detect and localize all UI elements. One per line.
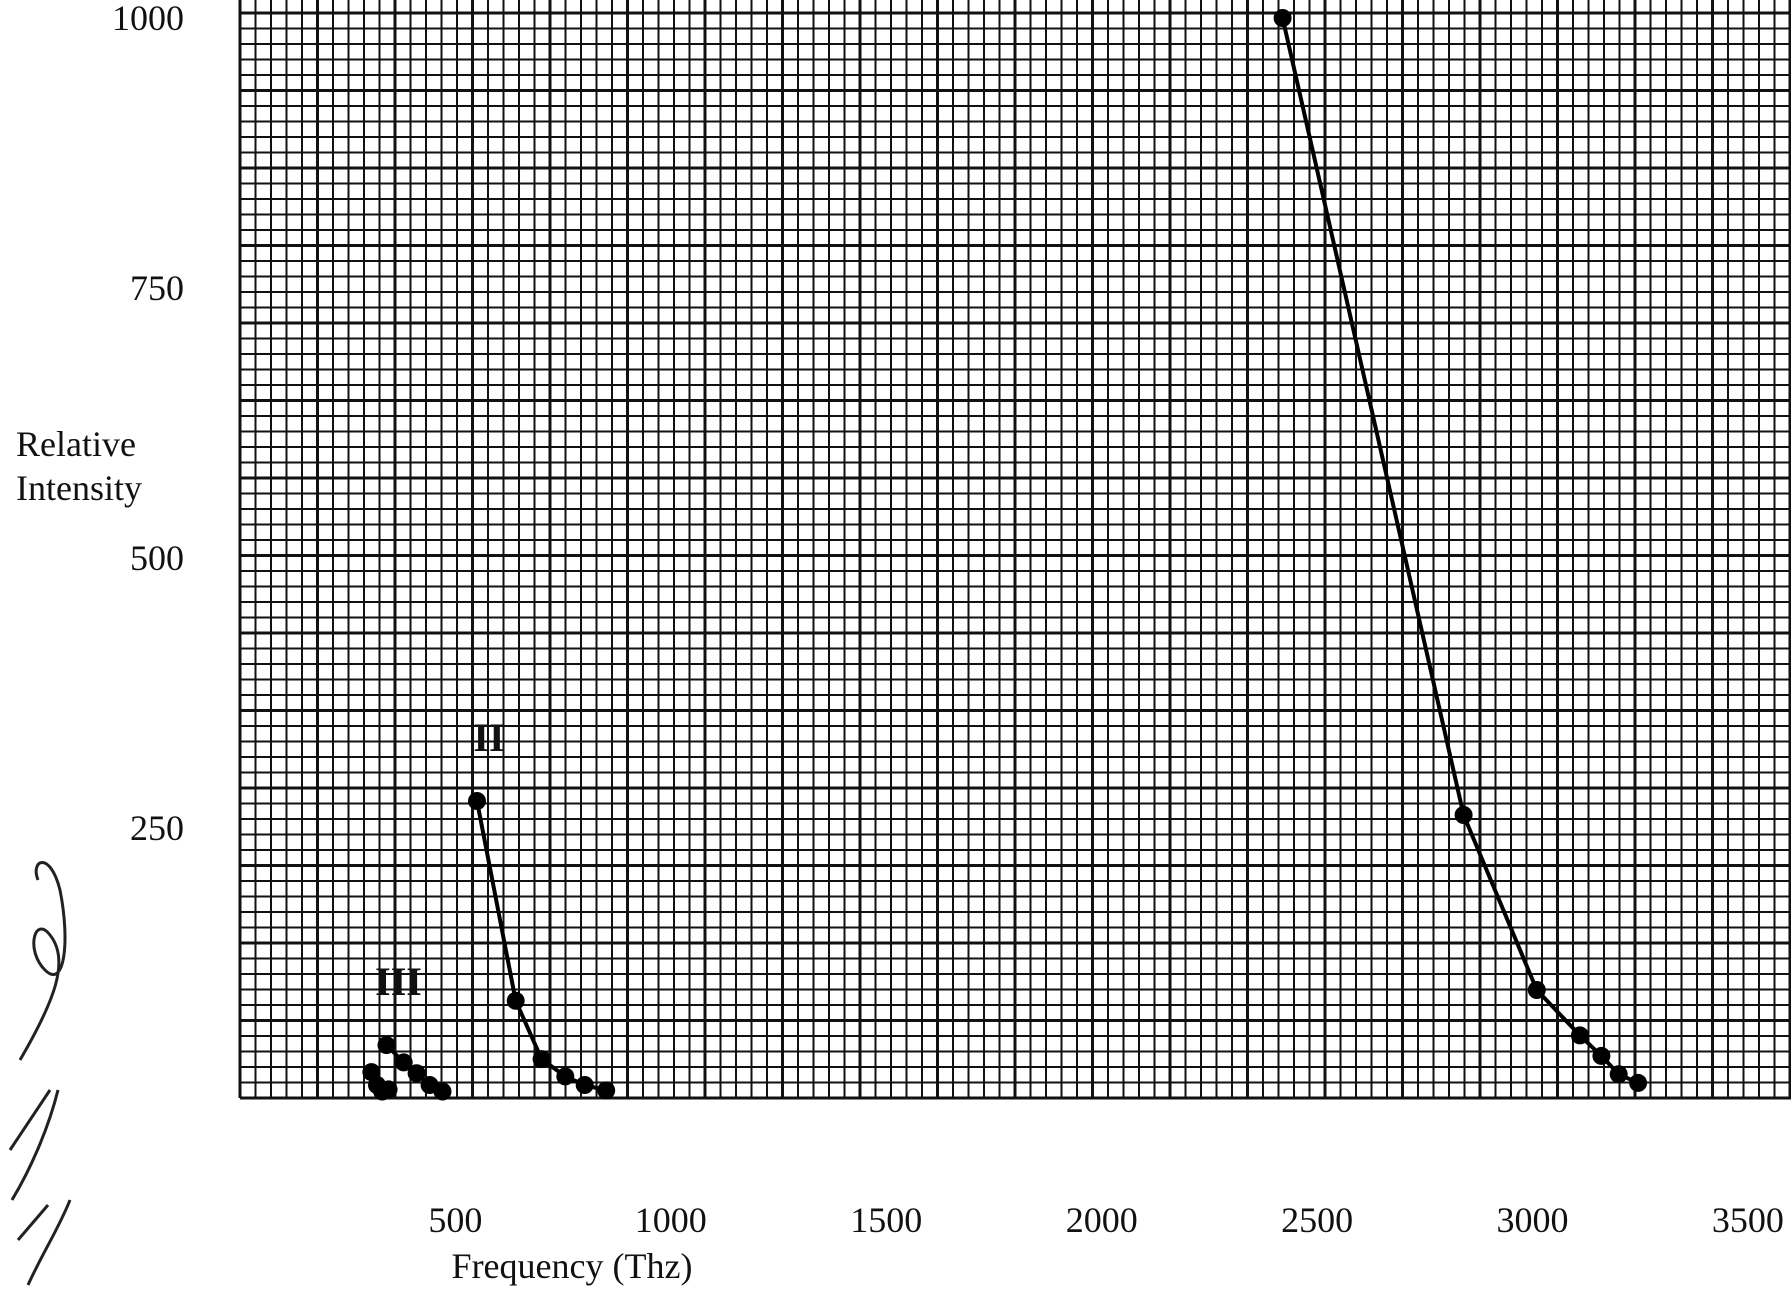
data-point: [1609, 1065, 1628, 1084]
y-tick-label: 1000: [112, 0, 184, 38]
x-axis-title: Frequency (Thz): [452, 1246, 693, 1286]
series-label: III: [375, 959, 422, 1004]
data-point: [407, 1064, 426, 1083]
x-tick-label: 1000: [635, 1200, 707, 1240]
x-tick-label: 500: [428, 1200, 482, 1240]
grid: [238, 0, 1791, 1100]
data-point: [1629, 1073, 1648, 1092]
x-tick-label: 3500: [1712, 1200, 1784, 1240]
handwritten-signature: [8, 861, 72, 1286]
y-axis-title-line-1: Relative: [16, 424, 136, 464]
data-point: [1570, 1026, 1589, 1045]
series-line: [1280, 17, 1639, 1085]
x-tick-label: 1500: [850, 1200, 922, 1240]
series-line: [475, 800, 607, 1093]
data-point: [1454, 806, 1473, 824]
data-point: [1592, 1046, 1611, 1065]
x-tick-label: 3000: [1497, 1200, 1569, 1240]
data-point: [556, 1067, 575, 1086]
series-label: II: [473, 715, 504, 760]
data-point: [394, 1053, 413, 1072]
data-point: [468, 792, 486, 810]
data-point: [597, 1081, 616, 1100]
data-points: [362, 9, 1648, 1101]
data-point: [433, 1082, 452, 1101]
y-axis-title: Relative Intensity: [16, 424, 142, 508]
y-tick-label: 750: [130, 268, 184, 308]
data-point: [506, 991, 525, 1010]
data-point: [1527, 981, 1546, 999]
y-tick-label: 500: [130, 538, 184, 578]
data-point: [379, 1080, 398, 1099]
x-tick-label: 2500: [1281, 1200, 1353, 1240]
data-point: [1273, 9, 1292, 27]
data-point: [377, 1036, 396, 1055]
data-point: [532, 1050, 551, 1069]
data-point: [575, 1076, 594, 1094]
y-axis-title-line-2: Intensity: [16, 468, 142, 508]
y-tick-label: 250: [130, 808, 184, 848]
x-tick-label: 2000: [1066, 1200, 1138, 1240]
